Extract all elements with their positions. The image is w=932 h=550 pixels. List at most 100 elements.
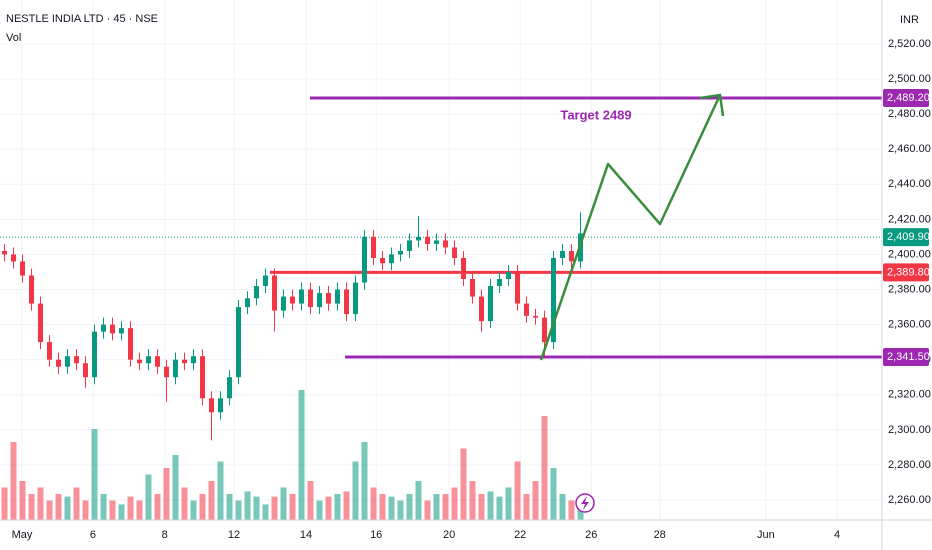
volume-bar (28, 494, 35, 520)
candle-body (479, 296, 484, 322)
level-price-tag (883, 348, 929, 367)
candle-body (209, 398, 214, 413)
candle-body (290, 296, 295, 304)
volume-bar (307, 481, 314, 520)
x-tick-label: 6 (90, 529, 96, 541)
candle-body (425, 236, 430, 244)
volume-bar (235, 500, 242, 520)
level-price-tag (883, 89, 929, 108)
volume-bar (298, 390, 305, 520)
volume-bar (568, 500, 575, 520)
currency-label: INR (900, 14, 919, 26)
candle-body (110, 324, 115, 334)
volume-bar (496, 496, 503, 520)
y-tick-label: 2,520.00 (888, 38, 931, 50)
candle-body (200, 356, 205, 399)
candle-body (155, 356, 160, 367)
x-tick-label: 26 (585, 529, 597, 541)
x-tick-label: 14 (300, 529, 312, 541)
candle-body (92, 331, 97, 378)
volume-bar (460, 448, 467, 520)
volume-bar (46, 500, 53, 520)
y-tick-label: 2,300.00 (888, 424, 931, 436)
x-tick-label: 4 (834, 529, 840, 541)
symbol-title: NESTLE INDIA LTD · 45 · NSE (6, 13, 158, 25)
candle-body (146, 356, 151, 364)
volume-bar (208, 481, 215, 520)
volume-bar (289, 494, 296, 520)
candle-body (56, 359, 61, 367)
candle-body (506, 272, 511, 280)
volume-bar (127, 496, 134, 520)
candle-body (569, 250, 574, 262)
candle-body (452, 247, 457, 258)
volume-bar (343, 491, 350, 520)
y-tick-label: 2,480.00 (888, 108, 931, 120)
candle-body (380, 257, 385, 264)
volume-label: Vol (6, 32, 21, 44)
candle-body (227, 377, 232, 399)
y-tick-label: 2,440.00 (888, 178, 931, 190)
volume-bar (253, 496, 260, 520)
candle-body (29, 275, 34, 304)
candle-body (38, 303, 43, 343)
candle-body (191, 356, 196, 364)
y-tick-label: 2,360.00 (888, 319, 931, 331)
candle-body (407, 240, 412, 251)
event-icon-bolt (581, 496, 589, 510)
candle-body (326, 293, 331, 304)
candle-body (533, 315, 538, 318)
candle-body (398, 250, 403, 255)
candle-body (281, 296, 286, 311)
volume-bar (217, 461, 224, 520)
candle-body (371, 236, 376, 258)
target-annotation: Target 2489 (560, 107, 631, 122)
volume-bar (64, 496, 71, 520)
x-tick-label: 8 (162, 529, 168, 541)
volume-bar (181, 487, 188, 520)
candle-body (11, 254, 16, 262)
x-tick-label: 28 (654, 529, 666, 541)
volume-bar (145, 474, 152, 520)
volume-bar (199, 494, 206, 520)
volume-bar (541, 416, 548, 520)
candle-body (83, 363, 88, 378)
candle-body (101, 324, 106, 332)
candle-body (416, 236, 421, 241)
volume-bar (73, 487, 80, 520)
volume-bar (163, 468, 170, 520)
candle-body (119, 328, 124, 334)
candle-body (65, 356, 70, 367)
volume-bar (118, 504, 125, 520)
x-tick-label: 16 (370, 529, 382, 541)
x-tick-label: 12 (228, 529, 240, 541)
candle-body (344, 289, 349, 315)
candle-body (164, 366, 169, 378)
x-tick-label: May (12, 529, 33, 541)
candle-body (182, 359, 187, 364)
x-tick-label: Jun (757, 529, 775, 541)
candle-body (218, 398, 223, 413)
volume-bar (523, 494, 530, 520)
volume-bar (154, 494, 161, 520)
volume-bar (361, 442, 368, 520)
candle-body (488, 286, 493, 322)
candles (2, 212, 583, 441)
volume-bar (91, 429, 98, 520)
volume-bar (424, 500, 431, 520)
volume-bar (406, 494, 413, 520)
volume-bar (262, 504, 269, 520)
volume-bar (478, 494, 485, 520)
volume-bar (1, 487, 8, 520)
last-price-label: 2,409.90 (887, 231, 930, 243)
candle-body (560, 250, 565, 258)
volume-bar (415, 481, 422, 520)
volume-bar (226, 494, 233, 520)
projection-path (539, 94, 722, 361)
y-tick-label: 2,320.00 (888, 389, 931, 401)
levels (0, 96, 882, 359)
candle-body (20, 261, 25, 276)
y-tick-label: 2,260.00 (888, 494, 931, 506)
volume-bar (433, 494, 440, 520)
